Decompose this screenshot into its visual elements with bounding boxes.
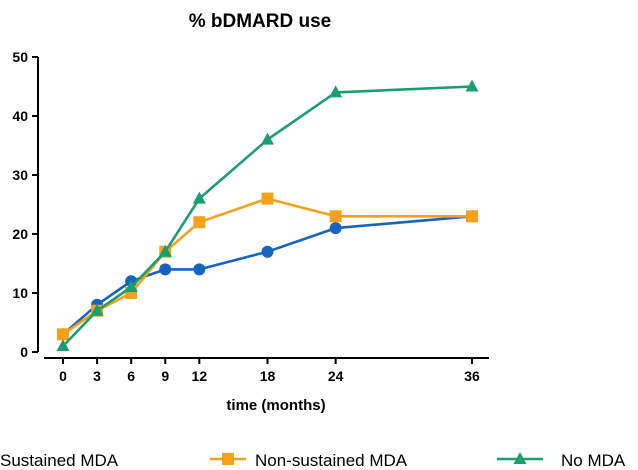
legend-item-2: No MDA (497, 451, 626, 470)
data-point (466, 210, 478, 223)
x-tick-label: 3 (93, 368, 101, 384)
data-point (193, 216, 206, 229)
legend-marker (222, 453, 234, 465)
y-tick-label: 0 (20, 344, 28, 360)
legend-label: No MDA (561, 451, 626, 470)
data-point (90, 303, 104, 316)
legend-item-0: Sustained MDA (0, 451, 119, 470)
y-tick-label: 20 (12, 226, 28, 242)
data-point (465, 79, 479, 92)
legend-marker (513, 452, 527, 464)
series-line (62, 197, 472, 336)
data-point (329, 210, 342, 223)
data-point (56, 339, 70, 352)
y-tick-label: 10 (12, 285, 28, 301)
data-point (261, 192, 274, 205)
x-tick-label: 0 (59, 368, 67, 384)
legend: Sustained MDA Non-sustained MDA No MDA (0, 451, 626, 470)
series-0 (57, 210, 478, 341)
data-point (192, 191, 206, 204)
legend-label: Non-sustained MDA (255, 451, 408, 470)
series-1 (57, 192, 478, 341)
x-tick-label: 12 (192, 368, 208, 384)
y-tick-label: 30 (12, 167, 28, 183)
data-point (57, 328, 69, 341)
data-point (125, 287, 138, 299)
x-axis-label: time (months) (226, 397, 325, 414)
series-2 (56, 79, 479, 352)
data-point (261, 132, 274, 145)
x-tick-label: 9 (161, 368, 169, 384)
y-tick-label: 50 (12, 49, 28, 65)
series-line (62, 215, 473, 336)
data-point (329, 222, 342, 235)
data-point (329, 85, 343, 98)
data-point (159, 263, 172, 276)
x-tick-label: 24 (328, 368, 344, 384)
series-layer (56, 79, 479, 352)
x-tick-label: 36 (464, 368, 480, 384)
legend-label: Sustained MDA (0, 451, 119, 470)
data-point (261, 245, 274, 258)
data-point (158, 244, 172, 257)
data-point (193, 263, 206, 276)
series-line (62, 85, 473, 348)
legend-item-1: Non-sustained MDA (210, 451, 408, 470)
x-tick-label: 18 (260, 368, 276, 384)
chart-title: % bDMARD use (189, 11, 332, 32)
y-tick-label: 40 (12, 108, 28, 124)
x-tick-label: 6 (127, 368, 135, 384)
data-point (124, 280, 138, 293)
